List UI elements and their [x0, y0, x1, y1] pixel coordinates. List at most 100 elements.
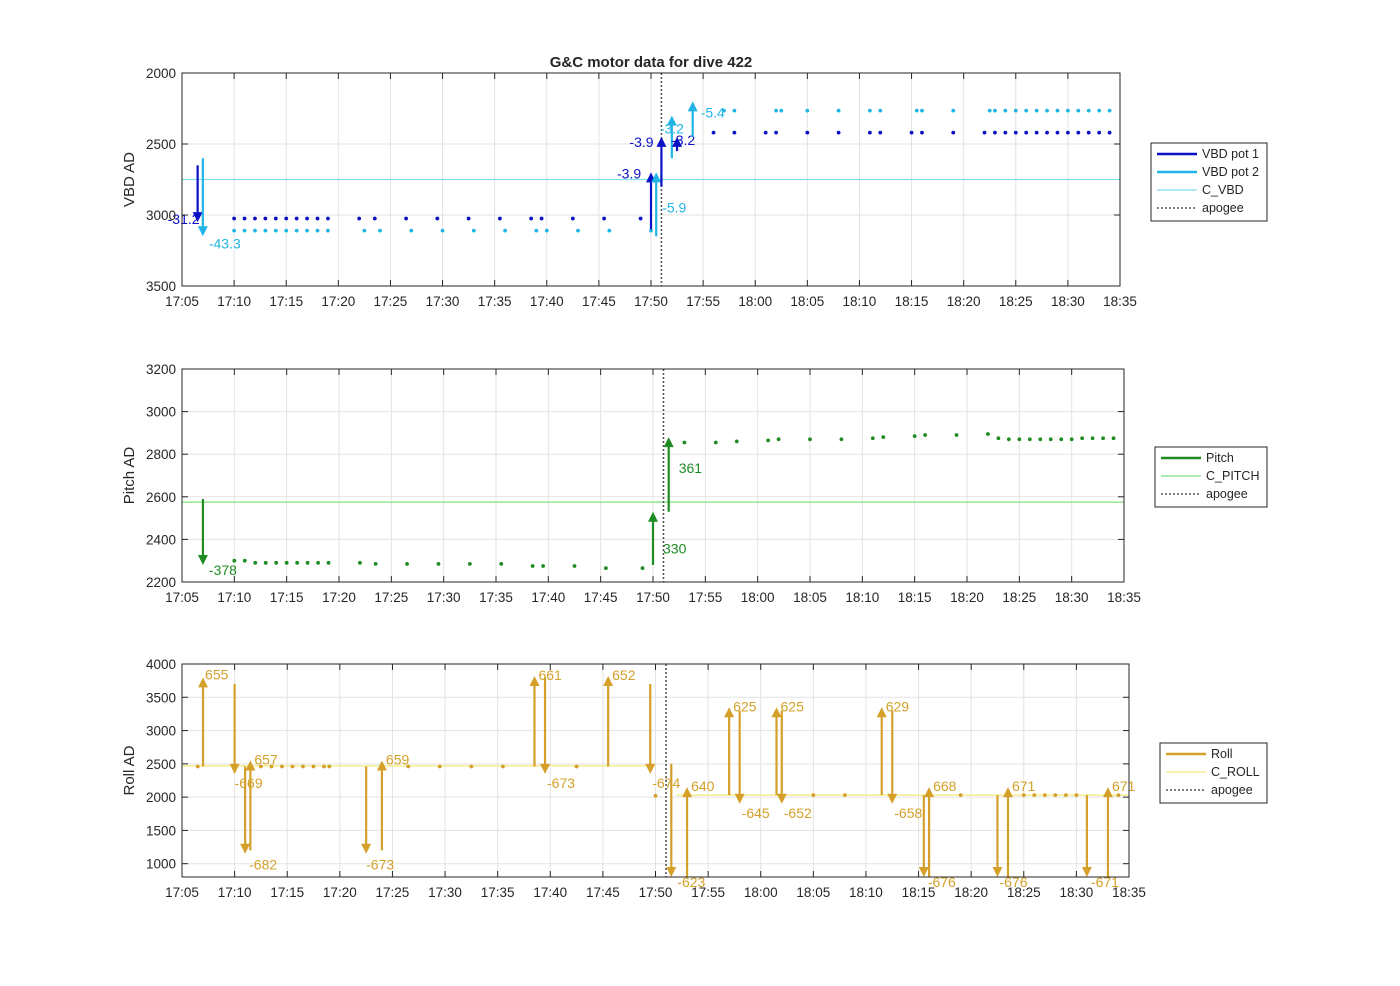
x-tick-label: 17:45: [582, 294, 616, 309]
data-point: [732, 108, 737, 113]
x-tick-label: 17:10: [217, 294, 251, 309]
x-tick-label: 17:05: [165, 590, 199, 605]
x-tick-label: 17:20: [322, 590, 356, 605]
axis-ticks: 17:05 17:10 17:15 17:20 17:25 17:30 17:35 17:40…: [146, 657, 1146, 900]
move-arrow: -673: [540, 677, 575, 791]
x-tick-label: 17:05: [165, 294, 199, 309]
x-tick-label: 17:30: [428, 885, 462, 900]
data-point: [640, 566, 645, 571]
data-point: [986, 432, 990, 436]
data-point: [1074, 793, 1079, 798]
x-tick-label: 18:25: [1002, 590, 1036, 605]
arrow-head: [672, 136, 683, 147]
move-label: -43.3: [209, 235, 241, 251]
x-tick-label: 17:10: [217, 590, 251, 605]
legend-label: VBD pot 1: [1202, 147, 1259, 161]
arrow-head: [540, 763, 551, 774]
data-point: [682, 440, 687, 445]
data-point: [1024, 108, 1029, 113]
data-point: [878, 108, 883, 113]
data-point: [805, 130, 810, 135]
data-point: [471, 228, 476, 233]
series-roll: [195, 764, 1121, 798]
move-arrow: 361: [663, 437, 703, 512]
move-label: 625: [781, 698, 805, 714]
data-point: [774, 130, 778, 135]
move-label: 655: [205, 666, 229, 682]
x-tick-label: 18:35: [1112, 885, 1146, 900]
move-label: -5.9: [662, 199, 686, 215]
x-tick-label: 18:00: [744, 885, 778, 900]
x-tick-label: 17:30: [427, 590, 461, 605]
data-point: [570, 216, 575, 221]
y-tick-label: 2800: [146, 447, 176, 462]
data-point: [867, 108, 872, 113]
y-tick-label: 2000: [146, 66, 176, 81]
x-tick-label: 18:00: [738, 294, 772, 309]
data-point: [1090, 436, 1095, 441]
data-point: [763, 130, 768, 135]
y-tick-label: 1000: [146, 857, 176, 872]
x-tick-label: 17:55: [691, 885, 725, 900]
x-tick-label: 18:10: [849, 885, 883, 900]
data-point: [811, 793, 816, 798]
arrow-head: [887, 793, 898, 804]
legend-label: apogee: [1211, 783, 1253, 797]
data-point: [1017, 437, 1022, 442]
data-point: [357, 216, 362, 221]
arrow-head: [734, 793, 745, 804]
move-label: -645: [742, 805, 770, 821]
move-arrow: 652: [603, 667, 636, 767]
x-tick-label: 18:25: [999, 294, 1033, 309]
data-point: [294, 228, 299, 233]
arrow-head: [876, 707, 887, 718]
x-tick-label: 18:35: [1107, 590, 1141, 605]
move-arrow: 671: [1002, 778, 1036, 877]
data-point: [405, 561, 409, 566]
x-tick-label: 18:00: [741, 590, 775, 605]
data-point: [1107, 108, 1112, 113]
data-point: [1086, 108, 1091, 113]
arrow-head: [1002, 787, 1013, 798]
data-point: [311, 764, 316, 769]
data-point: [602, 216, 606, 221]
data-point: [734, 439, 739, 444]
y-tick-label: 2500: [146, 757, 176, 772]
x-tick-label: 18:05: [793, 590, 827, 605]
move-arrow: -676: [918, 795, 956, 890]
data-point: [503, 228, 507, 233]
data-point: [435, 216, 440, 221]
data-point: [1032, 793, 1037, 798]
arrow-head: [1102, 787, 1113, 798]
y-tick-label: 3500: [146, 279, 176, 294]
move-label: -674: [652, 775, 680, 791]
data-point: [996, 436, 1001, 441]
move-arrow: -5.9: [651, 172, 687, 237]
data-point: [713, 440, 718, 445]
data-point: [373, 561, 378, 566]
roll-panel: 655-669-682657-673659661-673652-674-6236…: [121, 657, 1268, 900]
data-point: [294, 216, 299, 221]
series-vbd-pot-1: [232, 130, 1112, 221]
move-arrow: -671: [1081, 795, 1119, 890]
y-tick-label: 2500: [146, 137, 176, 152]
move-arrow: 625: [724, 698, 757, 796]
y-tick-label: 2400: [146, 532, 176, 547]
move-label: 668: [933, 778, 957, 794]
move-label: -669: [235, 775, 263, 791]
data-point: [958, 793, 963, 798]
data-point: [776, 437, 781, 442]
move-label: 657: [254, 752, 278, 768]
data-point: [920, 130, 924, 135]
x-tick-label: 17:25: [374, 590, 408, 605]
arrow-head: [245, 760, 256, 771]
data-point: [878, 130, 883, 135]
x-tick-label: 17:40: [530, 294, 564, 309]
move-label: 361: [679, 460, 703, 476]
legend-label: apogee: [1206, 487, 1248, 501]
move-label: -5.4: [701, 104, 725, 120]
arrow-head: [376, 760, 387, 771]
x-tick-label: 17:15: [270, 885, 304, 900]
